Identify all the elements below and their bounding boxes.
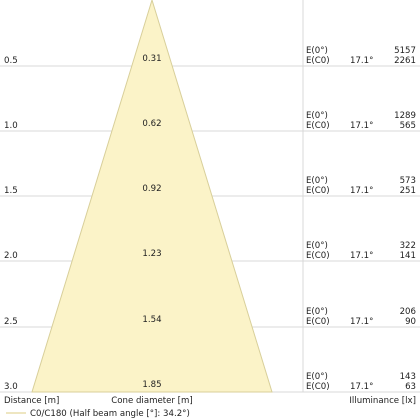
e0-illuminance-value: 143 bbox=[400, 372, 416, 382]
e0-illuminance-value: 322 bbox=[400, 241, 416, 251]
ec0-illuminance-value: 2261 bbox=[394, 56, 416, 66]
half-angle-value: 17.1° bbox=[350, 317, 373, 327]
half-angle-value: 17.1° bbox=[350, 251, 373, 261]
ec0-label: E(C0) bbox=[306, 56, 330, 66]
half-angle-value: 17.1° bbox=[350, 56, 373, 66]
ec0-illuminance-value: 90 bbox=[405, 317, 416, 327]
distance-label: 3.0 bbox=[4, 382, 18, 392]
e0-label: E(0°) bbox=[306, 372, 328, 382]
ec0-label: E(C0) bbox=[306, 317, 330, 327]
ec0-illuminance-value: 251 bbox=[400, 186, 416, 196]
ec0-illuminance-value: 63 bbox=[405, 382, 416, 392]
illuminance-axis-label: Illuminance [lx] bbox=[349, 396, 416, 406]
half-angle-value: 17.1° bbox=[350, 186, 373, 196]
ec0-illuminance-value: 565 bbox=[400, 121, 416, 131]
distance-label: 2.0 bbox=[4, 251, 18, 261]
ec0-label: E(C0) bbox=[306, 186, 330, 196]
legend-label: C0/C180 (Half beam angle [°]: 34.2°) bbox=[30, 409, 190, 419]
e0-illuminance-value: 206 bbox=[400, 307, 416, 317]
e0-illuminance-value: 5157 bbox=[394, 46, 416, 56]
e0-label: E(0°) bbox=[306, 46, 328, 56]
half-angle-value: 17.1° bbox=[350, 382, 373, 392]
cone-diameter-value: 1.85 bbox=[142, 380, 161, 390]
cone-diameter-axis-label: Cone diameter [m] bbox=[111, 396, 193, 406]
cone-diameter-value: 1.23 bbox=[142, 249, 161, 259]
e0-illuminance-value: 1289 bbox=[394, 111, 416, 121]
distance-label: 1.0 bbox=[4, 121, 18, 131]
ec0-label: E(C0) bbox=[306, 251, 330, 261]
half-angle-value: 17.1° bbox=[350, 121, 373, 131]
ec0-illuminance-value: 141 bbox=[400, 251, 416, 261]
distance-axis-label: Distance [m] bbox=[4, 396, 59, 406]
light-cone bbox=[31, 0, 273, 393]
distance-label: 1.5 bbox=[4, 186, 18, 196]
distance-label: 2.5 bbox=[4, 317, 18, 327]
cone-diameter-value: 0.92 bbox=[142, 184, 161, 194]
cone-diameter-value: 1.54 bbox=[142, 315, 161, 325]
cone-diameter-value: 0.62 bbox=[142, 119, 161, 129]
cone-diameter-value: 0.31 bbox=[142, 54, 161, 64]
distance-label: 0.5 bbox=[4, 56, 18, 66]
e0-label: E(0°) bbox=[306, 241, 328, 251]
e0-label: E(0°) bbox=[306, 307, 328, 317]
e0-label: E(0°) bbox=[306, 111, 328, 121]
ec0-label: E(C0) bbox=[306, 382, 330, 392]
ec0-label: E(C0) bbox=[306, 121, 330, 131]
e0-label: E(0°) bbox=[306, 176, 328, 186]
e0-illuminance-value: 573 bbox=[400, 176, 416, 186]
